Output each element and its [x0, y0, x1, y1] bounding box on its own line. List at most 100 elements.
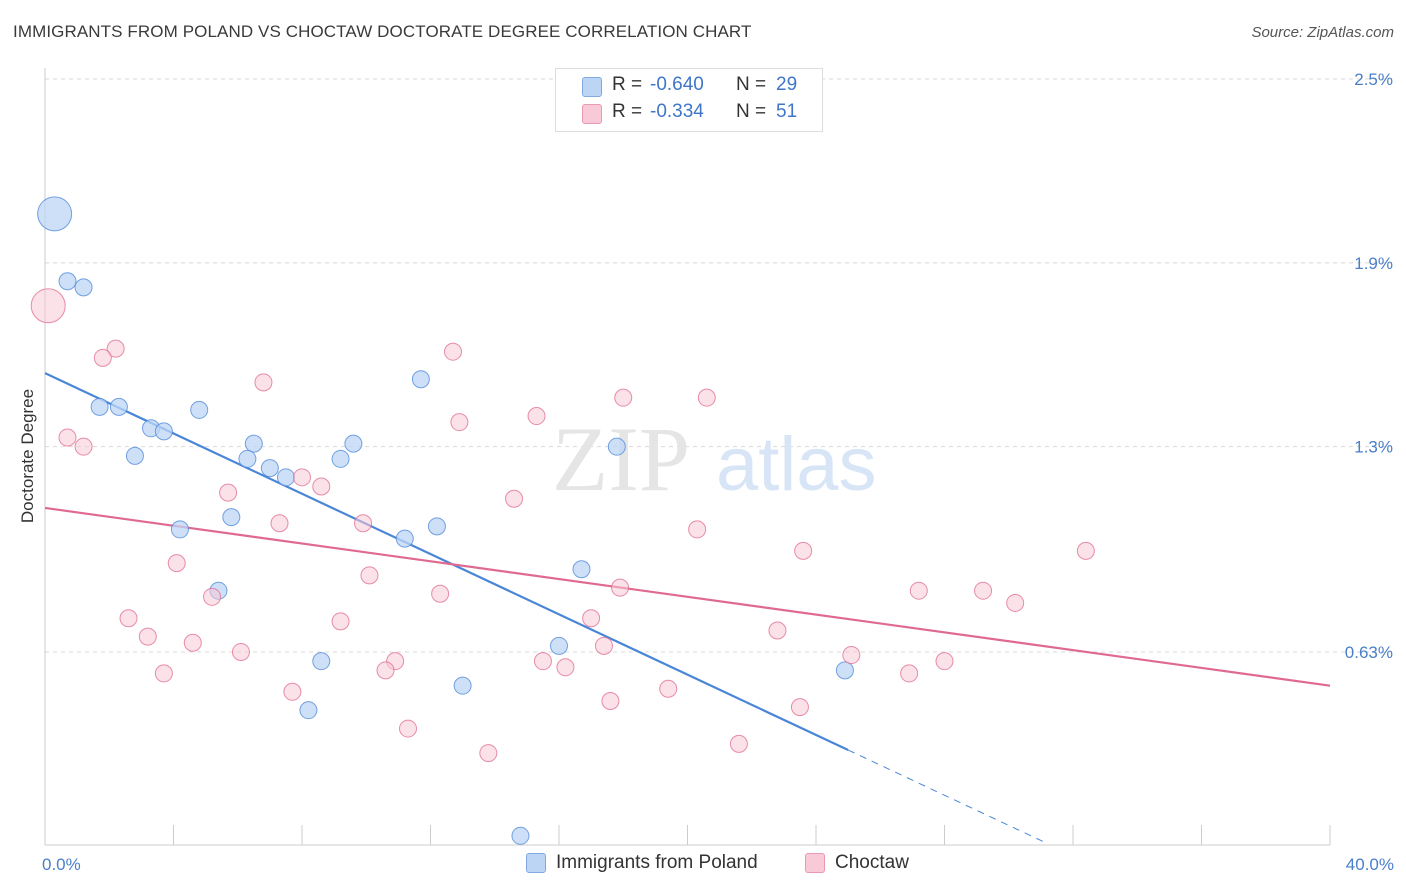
- point-choctaw-13: [293, 468, 311, 487]
- point-choctaw-2: [93, 348, 112, 367]
- series-swatch-poland: [526, 853, 546, 873]
- point-choctaw-18: [167, 554, 186, 573]
- point-choctaw-12: [270, 514, 289, 533]
- point-choctaw-16: [505, 489, 524, 508]
- point-poland-24: [607, 437, 626, 456]
- point-poland-28: [511, 826, 530, 845]
- point-choctaw-26: [331, 612, 350, 631]
- point-choctaw-34: [556, 658, 575, 677]
- point-choctaw-15: [354, 514, 373, 533]
- point-choctaw-1: [106, 339, 125, 358]
- point-poland-0: [37, 196, 73, 232]
- point-choctaw-39: [659, 679, 678, 698]
- series-label-choctaw: Choctaw: [835, 852, 909, 873]
- legend-n-value: 51: [776, 101, 798, 122]
- point-poland-8: [125, 446, 144, 465]
- point-choctaw-44: [842, 646, 861, 665]
- point-choctaw-5: [254, 373, 273, 392]
- y-tick-label-2: 1.9%: [1354, 254, 1393, 273]
- point-poland-11: [276, 468, 295, 487]
- point-choctaw-14: [312, 477, 331, 496]
- trend-line-extension-poland: [847, 749, 1048, 844]
- x-tick-label-1: 40.0%: [1346, 855, 1394, 874]
- point-poland-21: [312, 652, 331, 671]
- watermark-atlas: atlas: [716, 422, 877, 507]
- series-label-poland: Immigrants from Poland: [556, 852, 758, 873]
- point-choctaw-7: [450, 413, 469, 432]
- point-choctaw-48: [974, 581, 993, 600]
- point-poland-18: [427, 517, 446, 536]
- point-choctaw-35: [582, 609, 601, 628]
- y-axis-label: Doctorate Degree: [18, 389, 37, 523]
- point-poland-14: [222, 508, 241, 527]
- legend-r-value: -0.334: [650, 101, 704, 122]
- y-tick-label-1: 1.3%: [1354, 438, 1393, 457]
- point-choctaw-50: [1076, 541, 1095, 560]
- point-choctaw-21: [138, 627, 157, 646]
- point-choctaw-11: [219, 483, 238, 502]
- point-choctaw-3: [58, 428, 77, 447]
- legend-n-label: N =: [736, 74, 767, 95]
- point-poland-23: [453, 676, 472, 695]
- point-poland-3: [90, 397, 109, 416]
- point-choctaw-47: [935, 652, 954, 671]
- point-choctaw-38: [601, 691, 620, 710]
- point-poland-13: [170, 520, 189, 539]
- point-poland-26: [550, 636, 568, 655]
- trend-lines: [44, 372, 1331, 844]
- point-choctaw-36: [594, 636, 613, 655]
- point-choctaw-17: [688, 520, 707, 539]
- point-poland-17: [411, 370, 430, 389]
- legend-r-value: -0.640: [650, 74, 704, 95]
- legend-n-value: 29: [776, 74, 798, 95]
- point-poland-16: [331, 449, 350, 468]
- scatter-points: [30, 196, 1095, 845]
- point-choctaw-40: [729, 734, 748, 753]
- point-poland-27: [835, 661, 854, 680]
- point-choctaw-31: [399, 719, 418, 738]
- correlation-legend: R = -0.640 N = 29 R = -0.334 N = 51: [555, 68, 823, 132]
- point-choctaw-32: [479, 744, 498, 763]
- watermark: ZIP atlas: [552, 408, 877, 510]
- point-choctaw-19: [360, 566, 379, 585]
- point-poland-4: [109, 397, 128, 416]
- point-choctaw-49: [1006, 593, 1025, 612]
- point-choctaw-22: [154, 664, 173, 683]
- trend-line-choctaw: [44, 506, 1331, 687]
- point-choctaw-30: [283, 682, 302, 701]
- point-choctaw-27: [431, 584, 450, 603]
- point-choctaw-9: [614, 388, 633, 407]
- point-poland-19: [395, 529, 414, 548]
- trend-line-poland: [44, 372, 849, 752]
- legend-swatch-poland: [582, 77, 602, 97]
- point-choctaw-29: [376, 661, 395, 680]
- point-choctaw-37: [611, 578, 630, 597]
- point-poland-2: [74, 278, 93, 297]
- point-choctaw-41: [768, 621, 787, 640]
- source-label: Source: ZipAtlas.com: [1251, 24, 1394, 41]
- point-choctaw-4: [74, 437, 93, 456]
- point-poland-10: [238, 449, 257, 468]
- x-tick-label-0: 0.0%: [42, 855, 81, 874]
- watermark-zip: ZIP: [552, 408, 690, 510]
- legend-r-label: R =: [612, 101, 643, 122]
- y-tick-label-3: 2.5%: [1354, 70, 1393, 89]
- point-poland-15: [344, 434, 363, 453]
- point-poland-1: [58, 272, 77, 291]
- point-choctaw-33: [533, 652, 552, 671]
- point-poland-7: [190, 400, 209, 419]
- grid-lines: [45, 78, 1392, 653]
- point-choctaw-10: [697, 388, 716, 407]
- point-choctaw-45: [900, 664, 919, 683]
- legend-r-label: R =: [612, 74, 643, 95]
- x-axis-ticks: [173, 825, 1331, 845]
- chart-title: IMMIGRANTS FROM POLAND VS CHOCTAW DOCTOR…: [13, 22, 752, 41]
- point-choctaw-43: [794, 541, 813, 560]
- legend-swatch-choctaw: [582, 104, 602, 124]
- point-choctaw-20: [119, 609, 138, 628]
- point-choctaw-8: [527, 407, 546, 426]
- point-choctaw-6: [443, 342, 462, 361]
- point-choctaw-25: [231, 642, 250, 661]
- point-choctaw-46: [909, 581, 928, 600]
